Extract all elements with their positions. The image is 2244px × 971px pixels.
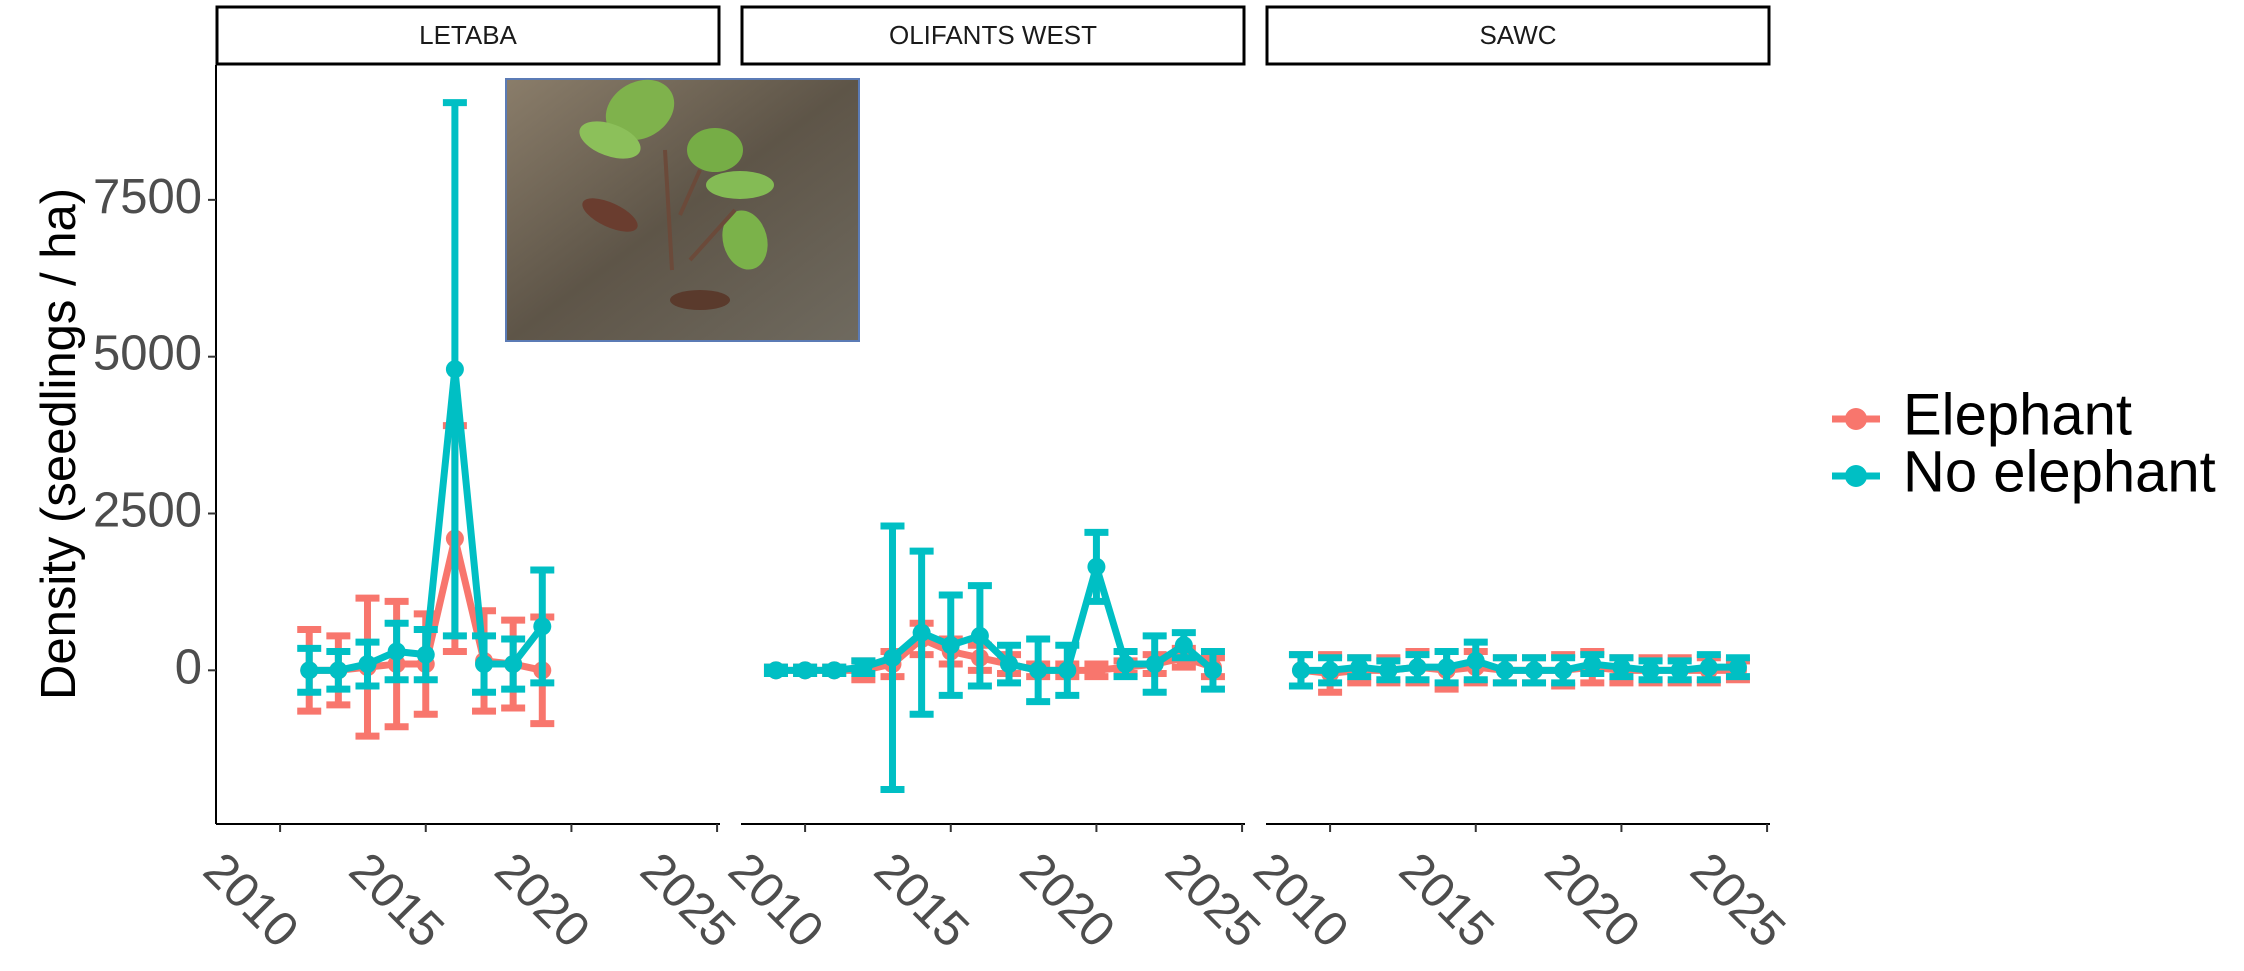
x-tick-label: 2020: [1534, 843, 1649, 958]
point: [1641, 661, 1660, 680]
series-line: [1300, 657, 1738, 674]
point: [1379, 661, 1398, 680]
x-tick-label: 2020: [1009, 843, 1124, 958]
point: [1174, 636, 1193, 655]
facet-title: LETABA: [419, 20, 517, 50]
y-tick-label: 0: [175, 640, 202, 694]
point: [387, 642, 406, 661]
point: [533, 617, 552, 636]
point: [300, 661, 319, 680]
point: [883, 648, 902, 667]
x-tick-label: 2010: [193, 843, 308, 958]
facet-title: SAWC: [1479, 20, 1556, 50]
point: [1466, 651, 1485, 670]
point: [1058, 661, 1077, 680]
point: [1728, 658, 1747, 677]
point: [1612, 658, 1631, 677]
point: [358, 655, 377, 674]
series-line: [309, 365, 546, 674]
legend-label: Elephant: [1903, 382, 2132, 447]
point: [1699, 658, 1718, 677]
legend-swatch: [1845, 465, 1867, 487]
point: [504, 655, 523, 674]
x-tick-label: 2025: [1155, 843, 1270, 958]
x-tick-label: 2025: [1680, 843, 1795, 958]
point: [475, 655, 494, 674]
series: [297, 99, 555, 696]
facet-strip: [1265, 5, 1771, 66]
point: [1000, 655, 1019, 674]
point: [1203, 661, 1222, 680]
point: [1087, 661, 1106, 680]
point: [825, 661, 844, 680]
point: [1437, 658, 1456, 677]
x-tick-label: 2015: [864, 843, 979, 958]
y-axis-label: Density (seedlings / ha): [32, 188, 86, 700]
y-tick-label: 5000: [93, 327, 202, 381]
x-tick-label: 2025: [630, 843, 745, 958]
series-line: [775, 563, 1216, 674]
point: [1670, 661, 1689, 680]
x-tick-label: 2010: [1243, 843, 1358, 958]
facet-strip: [215, 5, 721, 66]
point: [329, 661, 348, 680]
series: [763, 522, 1225, 793]
point: [1291, 661, 1310, 680]
point: [912, 623, 931, 642]
point: [796, 661, 815, 680]
x-tick-label: 2015: [339, 843, 454, 958]
point: [1350, 658, 1369, 677]
point: [941, 636, 960, 655]
point: [766, 661, 785, 680]
x-tick-label: 2010: [718, 843, 833, 958]
point: [854, 658, 873, 677]
point: [1116, 655, 1135, 674]
point: [1554, 661, 1573, 680]
point: [970, 626, 989, 645]
point: [1495, 661, 1514, 680]
legend-swatch: [1845, 408, 1867, 430]
point: [1321, 661, 1340, 680]
point: [1145, 655, 1164, 674]
y-tick-label: 2500: [93, 483, 202, 537]
facet-title: OLIFANTS WEST: [889, 20, 1097, 50]
series: [1288, 638, 1750, 690]
facet-strip: [740, 5, 1246, 66]
point: [445, 360, 464, 379]
legend-label: No elephant: [1903, 439, 2216, 504]
point: [416, 645, 435, 664]
point: [1525, 661, 1544, 680]
x-tick-label: 2015: [1389, 843, 1504, 958]
point: [1087, 557, 1106, 576]
point: [1408, 658, 1427, 677]
y-tick-label: 7500: [93, 170, 202, 224]
point: [1029, 661, 1048, 680]
inset-photo: [505, 78, 860, 342]
point: [1583, 655, 1602, 674]
x-tick-label: 2020: [484, 843, 599, 958]
